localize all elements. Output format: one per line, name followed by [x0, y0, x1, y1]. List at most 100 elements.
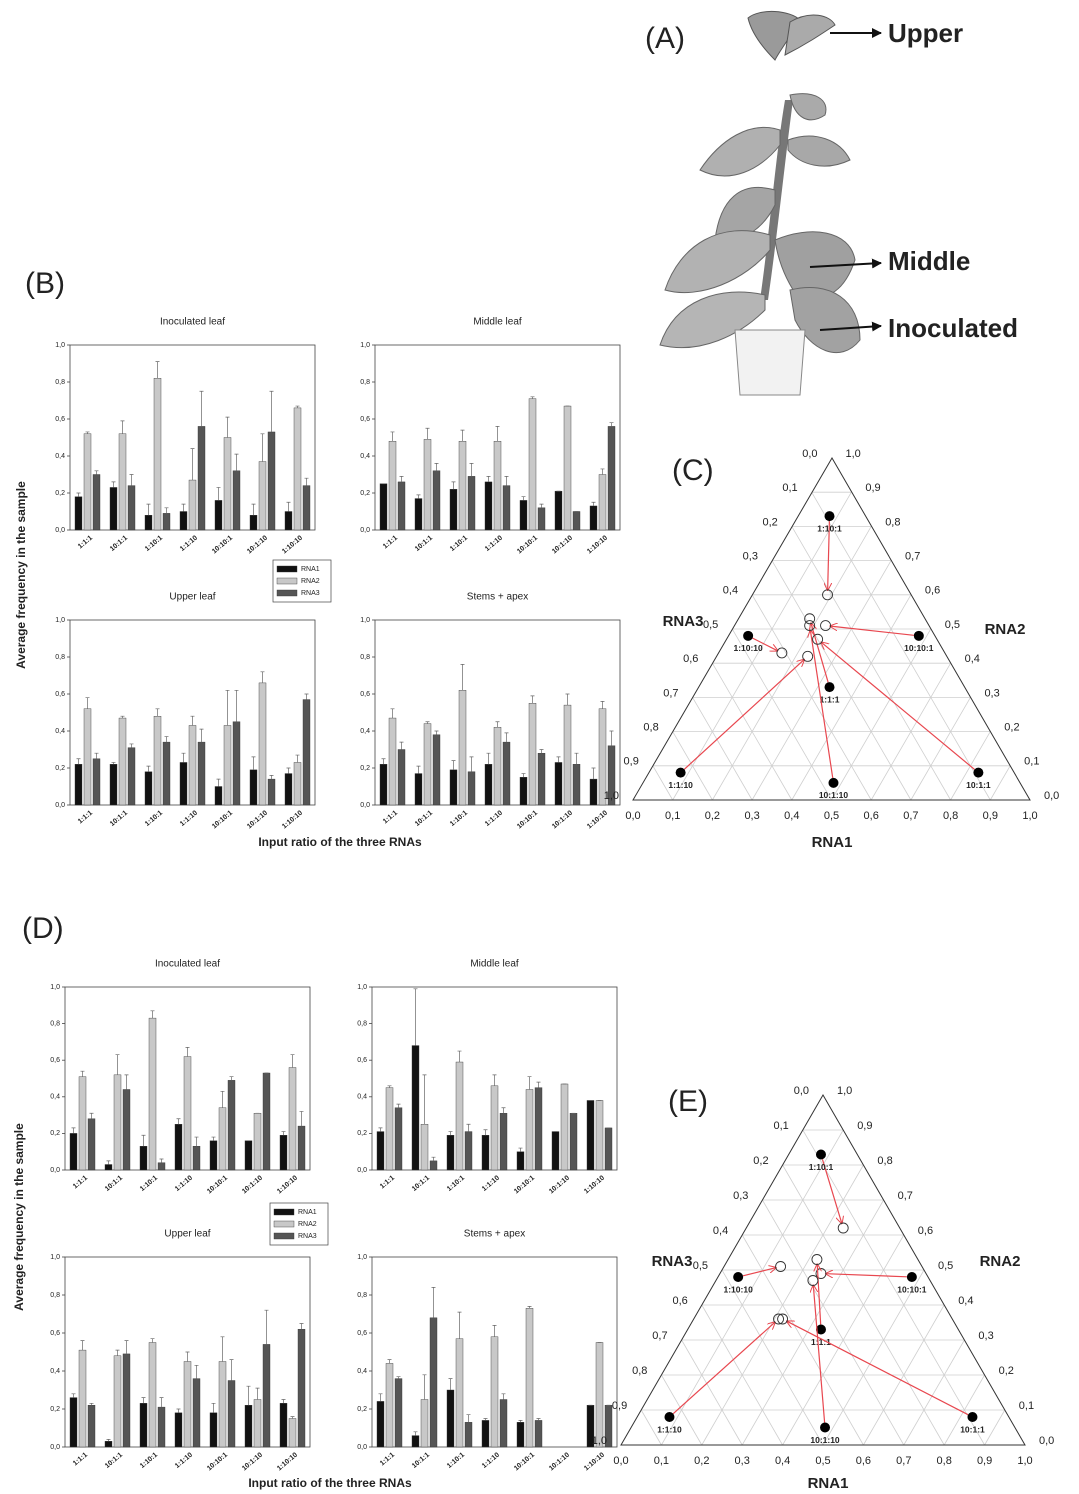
grid-line	[985, 1410, 1005, 1445]
y-tick-label: 0,0	[360, 527, 370, 534]
x-tick-label: 10:1:10	[246, 810, 269, 831]
tick-label: 0,5	[824, 810, 839, 822]
error-bar	[423, 1075, 427, 1124]
x-tick-label: 1:1:1	[382, 810, 399, 826]
bar	[520, 777, 527, 805]
x-tick-label: 1:1:10	[179, 810, 199, 828]
bar	[561, 1084, 568, 1170]
leaf	[788, 136, 850, 166]
bar	[149, 1343, 156, 1448]
y-tick-label: 0,6	[360, 416, 370, 423]
bar	[163, 513, 170, 530]
tick-label: 0,9	[857, 1120, 872, 1132]
bar	[596, 1343, 603, 1448]
error-bar	[519, 1420, 523, 1422]
bar	[268, 779, 275, 805]
bar	[491, 1337, 498, 1447]
x-tick-label: 1:1:1	[379, 1452, 396, 1468]
point-label: 10:1:10	[810, 1435, 840, 1445]
error-bar	[484, 1130, 488, 1135]
input-point	[967, 1412, 977, 1422]
y-tick-label: 0,6	[357, 1330, 367, 1337]
tick-label: 0,8	[885, 516, 900, 528]
y-tick-label: 0,2	[360, 765, 370, 772]
error-bar	[252, 504, 256, 515]
x-tick-label: 1:1:1	[382, 535, 399, 551]
bar	[599, 475, 606, 531]
error-bar	[417, 495, 421, 499]
bar	[590, 506, 597, 530]
error-bar	[493, 1325, 497, 1336]
error-bar	[287, 768, 291, 774]
x-tick-label: 10:1:1	[104, 1175, 124, 1193]
grid-line	[803, 1130, 985, 1445]
bar	[149, 1018, 156, 1170]
bar	[158, 1163, 165, 1170]
error-bar	[458, 1051, 462, 1062]
error-bar	[493, 1075, 497, 1086]
legend-swatch	[277, 566, 297, 572]
y-tick-label: 0,0	[360, 802, 370, 809]
bar	[450, 489, 457, 530]
tick-label: 0,9	[865, 482, 880, 494]
error-bar	[195, 1365, 199, 1378]
bar	[123, 1354, 130, 1447]
bar	[93, 475, 100, 531]
bar	[285, 512, 292, 531]
bar	[210, 1413, 217, 1447]
error-bar	[165, 508, 169, 514]
y-tick-label: 0,0	[357, 1444, 367, 1451]
bar	[245, 1405, 252, 1447]
x-tick-label: 1:1:10	[174, 1452, 194, 1470]
bar	[395, 1379, 402, 1447]
x-tick-label: 10:1:10	[246, 535, 269, 556]
point-label: 1:1:1	[820, 694, 840, 704]
bar	[503, 742, 510, 805]
subplot-title: Middle leaf	[473, 317, 522, 328]
error-bar	[291, 1055, 295, 1068]
error-bar	[300, 1324, 304, 1330]
error-bar	[601, 469, 605, 475]
bar	[268, 432, 275, 530]
error-bar	[487, 476, 491, 482]
legend-label: RNA3	[301, 590, 320, 597]
bar	[535, 1088, 542, 1170]
error-bar	[256, 1388, 260, 1399]
tick-label: 0,4	[784, 810, 799, 822]
y-axis-label: Average frequency in the sample	[12, 1123, 26, 1311]
y-tick-label: 0,4	[357, 1094, 367, 1101]
plant-annotation: Inoculated	[888, 313, 1018, 343]
error-bar	[125, 1075, 129, 1090]
error-bar	[112, 762, 116, 764]
tick-label: 0,6	[683, 653, 698, 665]
x-tick-label: 1:10:1	[139, 1452, 159, 1470]
error-bar	[379, 1394, 383, 1402]
grid-line	[752, 561, 891, 800]
tick-label: 0,0	[1044, 790, 1059, 802]
y-tick-label: 0,8	[55, 654, 65, 661]
tick-label: 0,7	[663, 687, 678, 699]
error-bar	[151, 1339, 155, 1343]
error-bar	[112, 482, 116, 488]
bar	[412, 1436, 419, 1447]
grid-line	[742, 1200, 883, 1445]
error-bar	[261, 434, 265, 462]
y-tick-label: 0,6	[50, 1330, 60, 1337]
bar	[215, 787, 222, 806]
x-tick-label: 10:1:1	[414, 810, 434, 828]
bar	[605, 1128, 612, 1170]
y-tick-label: 0,2	[50, 1406, 60, 1413]
tick-label: 0,5	[815, 1455, 830, 1467]
arrow	[813, 1285, 824, 1422]
subplot-title: Upper leaf	[164, 1229, 210, 1240]
bar	[259, 683, 266, 805]
input-point	[743, 631, 753, 641]
error-bar	[182, 753, 186, 762]
x-tick-label: 10:10:1	[206, 1452, 229, 1473]
y-tick-label: 0,8	[55, 379, 65, 386]
bar	[555, 491, 562, 530]
y-tick-label: 0,8	[50, 1292, 60, 1299]
x-tick-label: 1:10:10	[586, 535, 609, 556]
tick-label: 0,8	[937, 1455, 952, 1467]
panel-label: (B)	[25, 267, 65, 300]
